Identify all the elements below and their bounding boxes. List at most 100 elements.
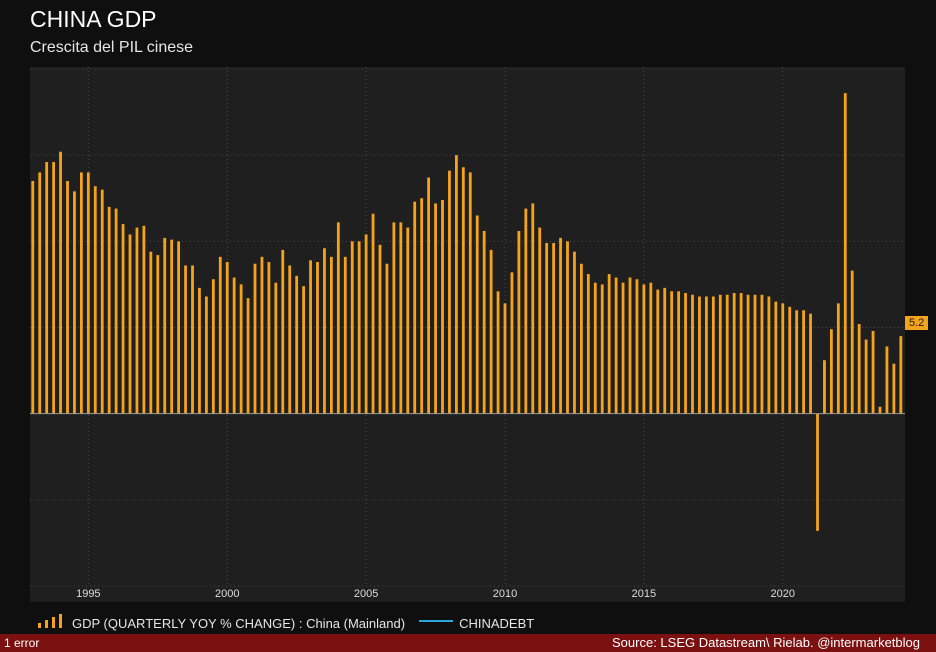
gdp-bar bbox=[503, 303, 507, 414]
legend-label-gdp: GDP (QUARTERLY YOY % CHANGE) : China (Ma… bbox=[72, 615, 406, 631]
gdp-bar bbox=[191, 265, 194, 414]
gdp-bar bbox=[66, 181, 69, 414]
x-tick-label: 1995 bbox=[76, 588, 100, 600]
gdp-bar bbox=[232, 277, 236, 414]
gdp-bar bbox=[107, 206, 111, 414]
legend-item-gdp[interactable]: GDP (QUARTERLY YOY % CHANGE) : China (Ma… bbox=[36, 613, 406, 633]
gdp-bar bbox=[336, 222, 340, 414]
gdp-bar bbox=[802, 310, 806, 414]
chart-title: CHINA GDP bbox=[30, 6, 157, 32]
gdp-bar bbox=[274, 282, 278, 414]
gdp-bar bbox=[496, 291, 500, 414]
gdp-bar bbox=[239, 284, 243, 414]
gdp-bar bbox=[253, 263, 257, 414]
gdp-bar bbox=[281, 249, 285, 414]
gdp-bar bbox=[378, 244, 382, 414]
gdp-bar bbox=[260, 256, 264, 414]
gdp-bar bbox=[725, 294, 729, 414]
gdp-bar bbox=[316, 262, 319, 414]
gdp-bar bbox=[364, 234, 368, 414]
gdp-bar bbox=[100, 189, 104, 414]
gdp-bar bbox=[309, 260, 312, 414]
error-count[interactable]: 1 error bbox=[4, 636, 40, 650]
gdp-bar bbox=[79, 172, 83, 414]
gdp-bar bbox=[441, 199, 444, 414]
gdp-bar bbox=[732, 293, 736, 414]
gdp-bar bbox=[559, 237, 562, 414]
gdp-bar bbox=[656, 289, 660, 414]
gdp-bar bbox=[607, 274, 611, 414]
gdp-bar bbox=[593, 282, 597, 414]
x-tick-label: 2015 bbox=[632, 588, 656, 600]
gdp-bar bbox=[878, 406, 882, 414]
gdp-bar bbox=[86, 172, 90, 414]
gdp-bar bbox=[177, 241, 181, 414]
gdp-bar bbox=[371, 213, 375, 414]
gdp-bar bbox=[600, 284, 604, 414]
gdp-bar bbox=[809, 313, 812, 414]
gdp-bar bbox=[711, 296, 715, 414]
gdp-bar bbox=[142, 225, 146, 414]
gdp-bar bbox=[114, 208, 118, 414]
legend-item-chinadebt[interactable]: CHINADEBT bbox=[419, 614, 534, 633]
gdp-bar bbox=[649, 282, 653, 414]
gdp-bar bbox=[323, 248, 326, 414]
gdp-bar bbox=[677, 291, 681, 414]
gdp-bar bbox=[899, 336, 903, 414]
gdp-bar bbox=[698, 296, 701, 414]
gdp-bar bbox=[246, 298, 250, 414]
x-tick-label: 2000 bbox=[215, 588, 239, 600]
gdp-bar bbox=[691, 294, 694, 414]
gdp-bar bbox=[427, 177, 431, 414]
gdp-bar bbox=[579, 263, 583, 414]
gdp-bar bbox=[718, 294, 722, 414]
gdp-bar bbox=[329, 256, 333, 414]
gdp-bar bbox=[704, 296, 708, 414]
gdp-bar bbox=[552, 243, 556, 414]
gdp-bar bbox=[586, 274, 590, 414]
gdp-bar bbox=[204, 296, 208, 414]
gdp-bar bbox=[170, 239, 174, 414]
source-credit: Source: LSEG Datastream\ Rielab. @interm… bbox=[612, 635, 920, 650]
gdp-bar bbox=[829, 329, 833, 414]
gdp-bar bbox=[413, 201, 417, 414]
gdp-bar bbox=[843, 93, 847, 414]
gdp-bar bbox=[267, 262, 271, 414]
gdp-bar bbox=[767, 296, 771, 414]
gdp-bar bbox=[524, 208, 528, 414]
gdp-bar bbox=[225, 262, 229, 414]
gdp-bar bbox=[211, 279, 215, 414]
gdp-bar bbox=[38, 172, 42, 414]
gdp-bar bbox=[642, 284, 646, 414]
gdp-bar bbox=[350, 241, 354, 414]
gdp-bar bbox=[420, 198, 424, 414]
gdp-bar bbox=[163, 237, 167, 414]
gdp-bar bbox=[149, 251, 153, 414]
gdp-bar bbox=[135, 227, 139, 414]
gdp-bar bbox=[788, 306, 792, 414]
bar-series-icon bbox=[36, 613, 66, 633]
gdp-bar bbox=[684, 293, 687, 414]
gdp-bar bbox=[475, 215, 479, 414]
gdp-bar bbox=[482, 230, 486, 414]
gdp-bar bbox=[59, 151, 62, 414]
legend-label-chinadebt: CHINADEBT bbox=[459, 615, 535, 631]
gdp-bar bbox=[461, 167, 465, 414]
gdp-bar bbox=[857, 324, 861, 414]
gdp-bar bbox=[218, 256, 222, 414]
gdp-bar bbox=[385, 263, 389, 414]
gdp-bar bbox=[871, 330, 875, 414]
gdp-bar bbox=[156, 255, 160, 414]
gdp-bar bbox=[781, 303, 785, 414]
gdp-bar bbox=[566, 241, 569, 414]
gdp-bar bbox=[795, 310, 799, 414]
gdp-bar bbox=[128, 234, 132, 414]
gdp-bar bbox=[468, 172, 472, 414]
gdp-bar-chart: -10-505101520199520002005201020152020 bbox=[30, 67, 905, 600]
gdp-bar bbox=[73, 191, 76, 414]
gdp-bar bbox=[670, 291, 674, 414]
gdp-bar bbox=[753, 294, 757, 414]
gdp-bar bbox=[621, 282, 625, 414]
x-tick-label: 2005 bbox=[354, 588, 378, 600]
gdp-bar bbox=[816, 413, 819, 531]
